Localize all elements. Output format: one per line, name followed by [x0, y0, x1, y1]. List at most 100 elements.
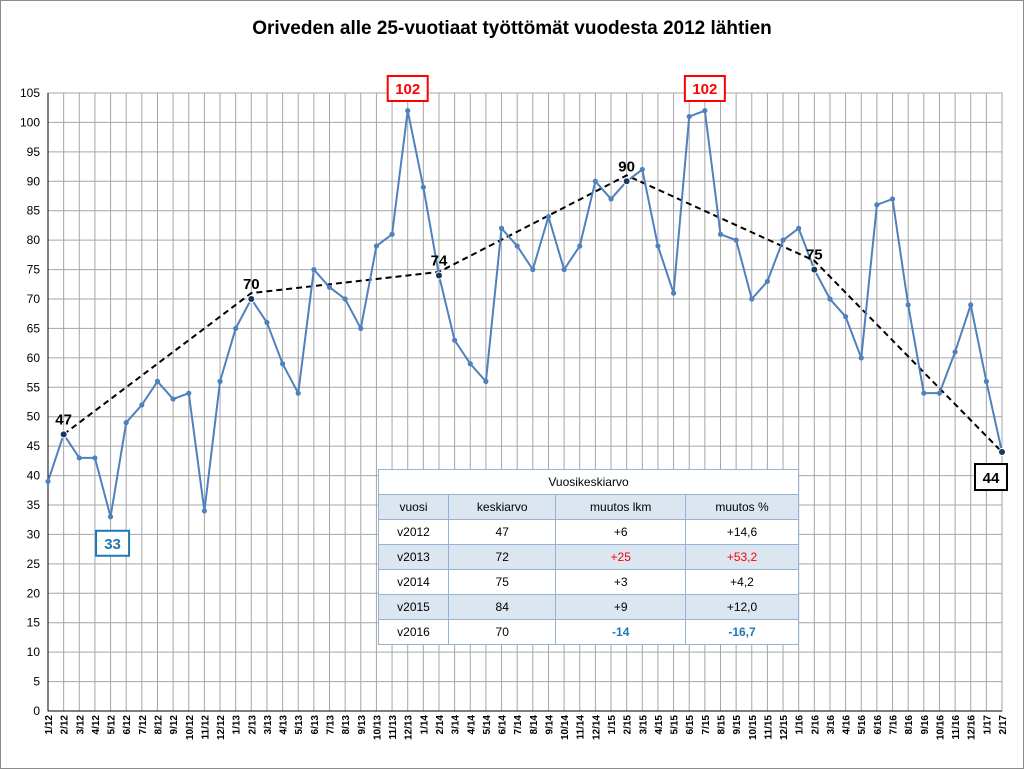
y-tick-label: 85 — [27, 204, 41, 218]
data-point — [874, 202, 880, 208]
axes — [47, 93, 1002, 712]
table-row: v2016 70 -14 -16,7 — [377, 619, 799, 645]
annotations: 47 33 70 102 74 90 102 75 44 — [55, 75, 1008, 557]
table-cell: 70 — [448, 619, 557, 645]
table-caption: Vuosikeskiarvo — [378, 469, 799, 495]
y-tick-label: 35 — [27, 498, 41, 512]
x-tick-label: 8/16 — [904, 715, 915, 735]
x-tick-label: 5/16 — [857, 715, 868, 735]
data-point — [983, 378, 989, 384]
series-line — [47, 109, 1003, 518]
x-tick-label: 2/14 — [435, 715, 446, 735]
trend-line — [63, 174, 1003, 453]
x-tick-label: 7/14 — [513, 715, 524, 735]
data-point — [279, 361, 286, 367]
max-value-box — [683, 75, 726, 102]
y-axis-ticks: 0 5 10 15 20 25 30 35 40 45 50 55 60 65 70 75 80 85 90 95 10… — [20, 86, 40, 718]
data-point — [858, 355, 864, 361]
x-tick-label: 10/16 — [935, 715, 946, 740]
x-tick-label: 12/16 — [967, 715, 978, 740]
y-tick-label: 30 — [27, 527, 41, 541]
x-tick-label: 3/16 — [826, 715, 837, 735]
x-tick-label: 8/14 — [529, 715, 540, 735]
annotated-point — [247, 295, 256, 303]
x-tick-label: 2/15 — [623, 715, 634, 735]
table-row: v2013 72 +25 +53,2 — [377, 544, 799, 570]
table-cell: +3 — [555, 569, 687, 595]
data-point — [843, 314, 849, 320]
data-point — [233, 325, 239, 332]
data-point — [201, 508, 207, 514]
value-label: 75 — [806, 247, 823, 264]
last-value-box — [974, 463, 1008, 492]
y-tick-label: 65 — [27, 321, 41, 335]
data-point — [968, 302, 974, 308]
x-tick-label: 8/15 — [716, 715, 727, 735]
y-tick-label: 40 — [27, 469, 41, 483]
data-point — [577, 243, 583, 249]
y-tick-label: 105 — [20, 86, 40, 100]
data-point — [655, 243, 661, 249]
x-tick-label: 7/13 — [326, 715, 337, 735]
y-tick-label: 100 — [20, 115, 40, 129]
x-tick-label: 7/15 — [701, 715, 712, 735]
data-point — [139, 402, 145, 408]
data-point — [326, 284, 333, 290]
data-point — [545, 214, 552, 220]
x-tick-label: 2/16 — [810, 715, 821, 735]
x-tick-label: 11/13 — [388, 715, 399, 740]
data-point — [561, 266, 567, 273]
x-tick-label: 4/13 — [279, 715, 290, 735]
x-tick-label: 12/13 — [404, 715, 415, 740]
x-tick-label: 1/12 — [44, 715, 55, 735]
x-tick-label: 6/13 — [310, 715, 321, 735]
x-tick-label: 2/17 — [998, 715, 1009, 735]
y-tick-label: 45 — [27, 439, 41, 453]
table-cell: v2014 — [377, 569, 450, 595]
data-point — [686, 113, 692, 120]
x-tick-label: 5/12 — [107, 715, 118, 735]
y-tick-label: 20 — [27, 586, 41, 600]
table-cell: 75 — [448, 569, 557, 595]
y-tick-label: 10 — [27, 645, 41, 659]
chart-title: Oriveden alle 25-vuotiaat työttömät vuod… — [252, 18, 772, 39]
x-tick-label: 9/12 — [169, 715, 180, 735]
data-point — [921, 390, 927, 396]
data-point — [358, 325, 364, 332]
data-point — [264, 319, 270, 326]
data-point — [295, 390, 301, 396]
data-point — [639, 166, 645, 173]
table-cell: 84 — [448, 594, 557, 620]
x-tick-label: 11/16 — [951, 715, 962, 740]
table-cell: +53,2 — [685, 544, 799, 570]
yearly-average-table: Vuosikeskiarvo vuosi keskiarvo muutos lk… — [377, 469, 799, 645]
x-axis-ticks: 1/12 2/12 3/12 4/12 5/12 6/12 7/12 8/12 9/12 10/1… — [44, 715, 1009, 740]
max-value-label: 102 — [395, 81, 420, 98]
y-tick-label: 5 — [33, 675, 40, 689]
data-point — [702, 108, 708, 114]
annotated-point — [810, 265, 819, 274]
x-tick-label: 10/12 — [185, 715, 196, 740]
table-row: v2012 47 +6 +14,6 — [377, 519, 799, 545]
data-point — [154, 378, 161, 384]
x-tick-label: 4/12 — [91, 715, 102, 735]
x-tick-label: 12/14 — [591, 715, 602, 740]
data-point — [717, 231, 724, 237]
data-point — [170, 396, 176, 402]
y-tick-label: 55 — [27, 380, 41, 394]
data-point — [373, 243, 380, 249]
table-cell: +6 — [555, 519, 687, 545]
annotated-point — [998, 448, 1006, 457]
table-header-cell: keskiarvo — [448, 494, 557, 520]
data-point — [670, 290, 677, 296]
table-row: v2015 84 +9 +12,0 — [377, 594, 799, 620]
table-cell: +25 — [555, 544, 687, 570]
value-label: 47 — [55, 411, 72, 428]
table-cell: v2016 — [377, 619, 450, 645]
max-value-label: 102 — [692, 81, 717, 98]
x-tick-label: 8/13 — [341, 715, 352, 735]
data-point — [905, 302, 911, 308]
annotated-point — [59, 430, 68, 439]
table-cell: +14,6 — [685, 519, 799, 545]
